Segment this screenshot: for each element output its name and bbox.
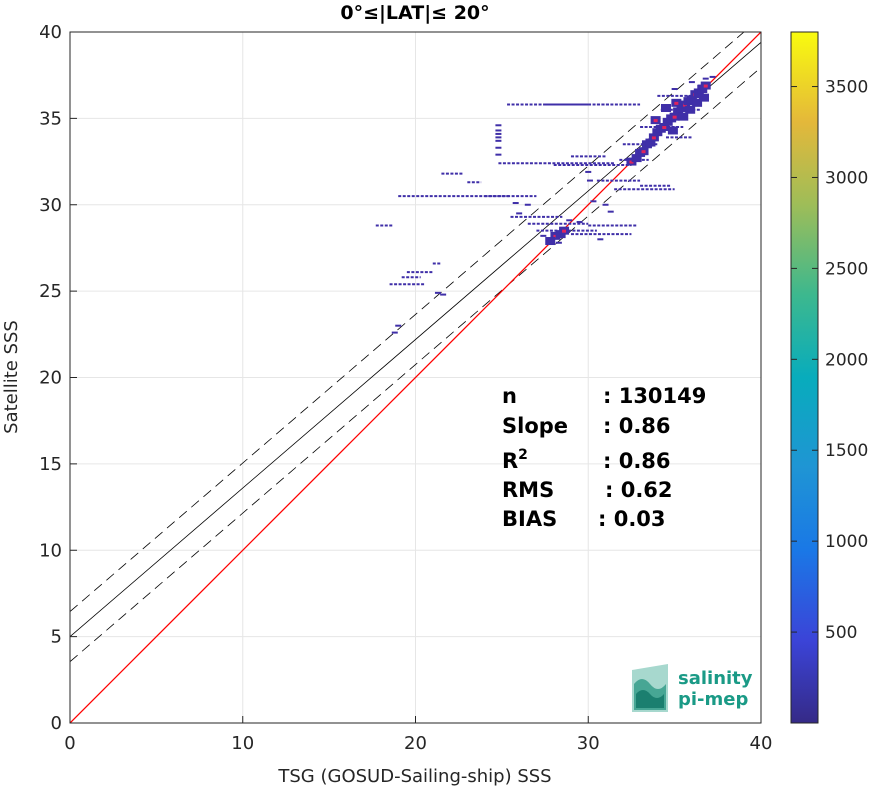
data-point	[516, 212, 523, 215]
data-point-hot	[629, 160, 634, 164]
colorbar-tick-label: 500	[825, 623, 857, 643]
colorbar-ticks: 500 1000 1500 2000 2500 3000 3500	[791, 78, 868, 643]
data-point	[607, 210, 614, 213]
data-point	[495, 139, 502, 142]
data-point-dense	[631, 154, 642, 163]
data-point	[495, 153, 502, 156]
data-point	[495, 136, 502, 139]
stat-value: : 0.86	[603, 414, 671, 438]
data-point	[524, 203, 531, 206]
data-point	[555, 241, 562, 244]
data-point	[576, 221, 583, 224]
data-point-dense	[686, 95, 697, 104]
data-point-hot	[672, 115, 677, 119]
data-point-dense	[678, 112, 689, 121]
data-point-hot	[662, 126, 667, 130]
y-tick-label: 5	[51, 627, 62, 648]
data-point	[585, 170, 592, 173]
data-point	[602, 203, 609, 206]
data-point-hot	[674, 101, 679, 105]
data-point	[709, 75, 716, 78]
stat-label: n	[502, 384, 517, 408]
colorbar-tick-label: 1500	[825, 441, 868, 461]
x-tick-label: 40	[750, 733, 773, 754]
x-ticks: 0 10 20 30 40	[64, 716, 772, 754]
colorbar-tick-label: 3000	[825, 168, 868, 188]
logo-line2: pi-mep	[678, 689, 748, 710]
logo-line1: salinity	[678, 668, 753, 689]
y-ticks: 0 5 10 15 20 25 30 35 40	[39, 22, 77, 734]
stat-label: Slope	[502, 414, 568, 438]
y-tick-label: 20	[39, 368, 62, 389]
data-point-dense	[645, 138, 656, 147]
data-point	[391, 331, 398, 334]
data-point	[434, 291, 441, 294]
colorbar-tick-label: 2000	[825, 350, 868, 370]
y-tick-label: 40	[39, 22, 62, 43]
y-tick-label: 10	[39, 540, 62, 561]
x-tick-label: 0	[64, 733, 75, 754]
data-point-hot	[641, 150, 646, 154]
fit-band-line	[70, 32, 745, 612]
data-point-dense	[667, 126, 678, 135]
data-point	[540, 234, 547, 237]
data-point	[688, 81, 695, 84]
colorbar-tick-label: 1000	[825, 532, 868, 552]
data-point	[512, 202, 519, 205]
x-tick-label: 30	[577, 733, 600, 754]
data-point-hot	[703, 84, 708, 88]
stat-label: RMS	[502, 478, 554, 502]
colorbar-tick-label: 2500	[825, 259, 868, 279]
y-tick-label: 30	[39, 195, 62, 216]
data-point	[495, 124, 502, 127]
data-point-hot	[653, 119, 658, 123]
data-point	[671, 88, 678, 91]
colorbar	[790, 31, 819, 724]
stat-label: BIAS	[502, 507, 557, 531]
data-point-hot	[553, 234, 558, 238]
stat-value: : 0.62	[605, 478, 673, 502]
data-point-dense	[685, 105, 696, 114]
data-point	[597, 238, 604, 241]
data-point	[495, 146, 502, 149]
stat-value: : 130149	[603, 384, 706, 408]
data-point	[702, 77, 709, 80]
stat-value: : 0.03	[598, 507, 666, 531]
data-point-hot	[651, 136, 656, 140]
data-point	[495, 132, 502, 135]
data-point	[566, 219, 573, 222]
chart-title: 0°≤|LAT|≤ 20°	[340, 2, 489, 24]
y-tick-label: 35	[39, 108, 62, 129]
y-tick-label: 15	[39, 454, 62, 475]
y-tick-label: 0	[51, 713, 62, 734]
stat-label-superscript: 2	[518, 447, 528, 463]
data-marks	[375, 75, 716, 334]
x-axis-label: TSG (GOSUD-Sailing-ship) SSS	[277, 766, 551, 787]
data-point	[590, 200, 597, 203]
y-tick-label: 25	[39, 281, 62, 302]
data-point	[395, 324, 402, 327]
data-point	[586, 179, 593, 182]
fit-band-line	[70, 67, 761, 662]
data-point	[495, 129, 502, 132]
data-point-dense	[660, 104, 671, 113]
colorbar-tick-label: 3500	[825, 78, 868, 98]
data-point	[440, 293, 447, 296]
data-point-dense	[698, 93, 709, 102]
x-tick-label: 20	[404, 733, 427, 754]
y-axis-label: Satellite SSS	[1, 320, 22, 434]
stat-value: : 0.86	[603, 449, 671, 473]
data-point-dense	[692, 98, 703, 107]
logo-waves-icon	[632, 664, 668, 712]
data-point-hot	[562, 229, 567, 233]
logo: salinity pi-mep	[632, 664, 753, 712]
x-tick-label: 10	[231, 733, 254, 754]
data-point-dense	[545, 237, 556, 246]
